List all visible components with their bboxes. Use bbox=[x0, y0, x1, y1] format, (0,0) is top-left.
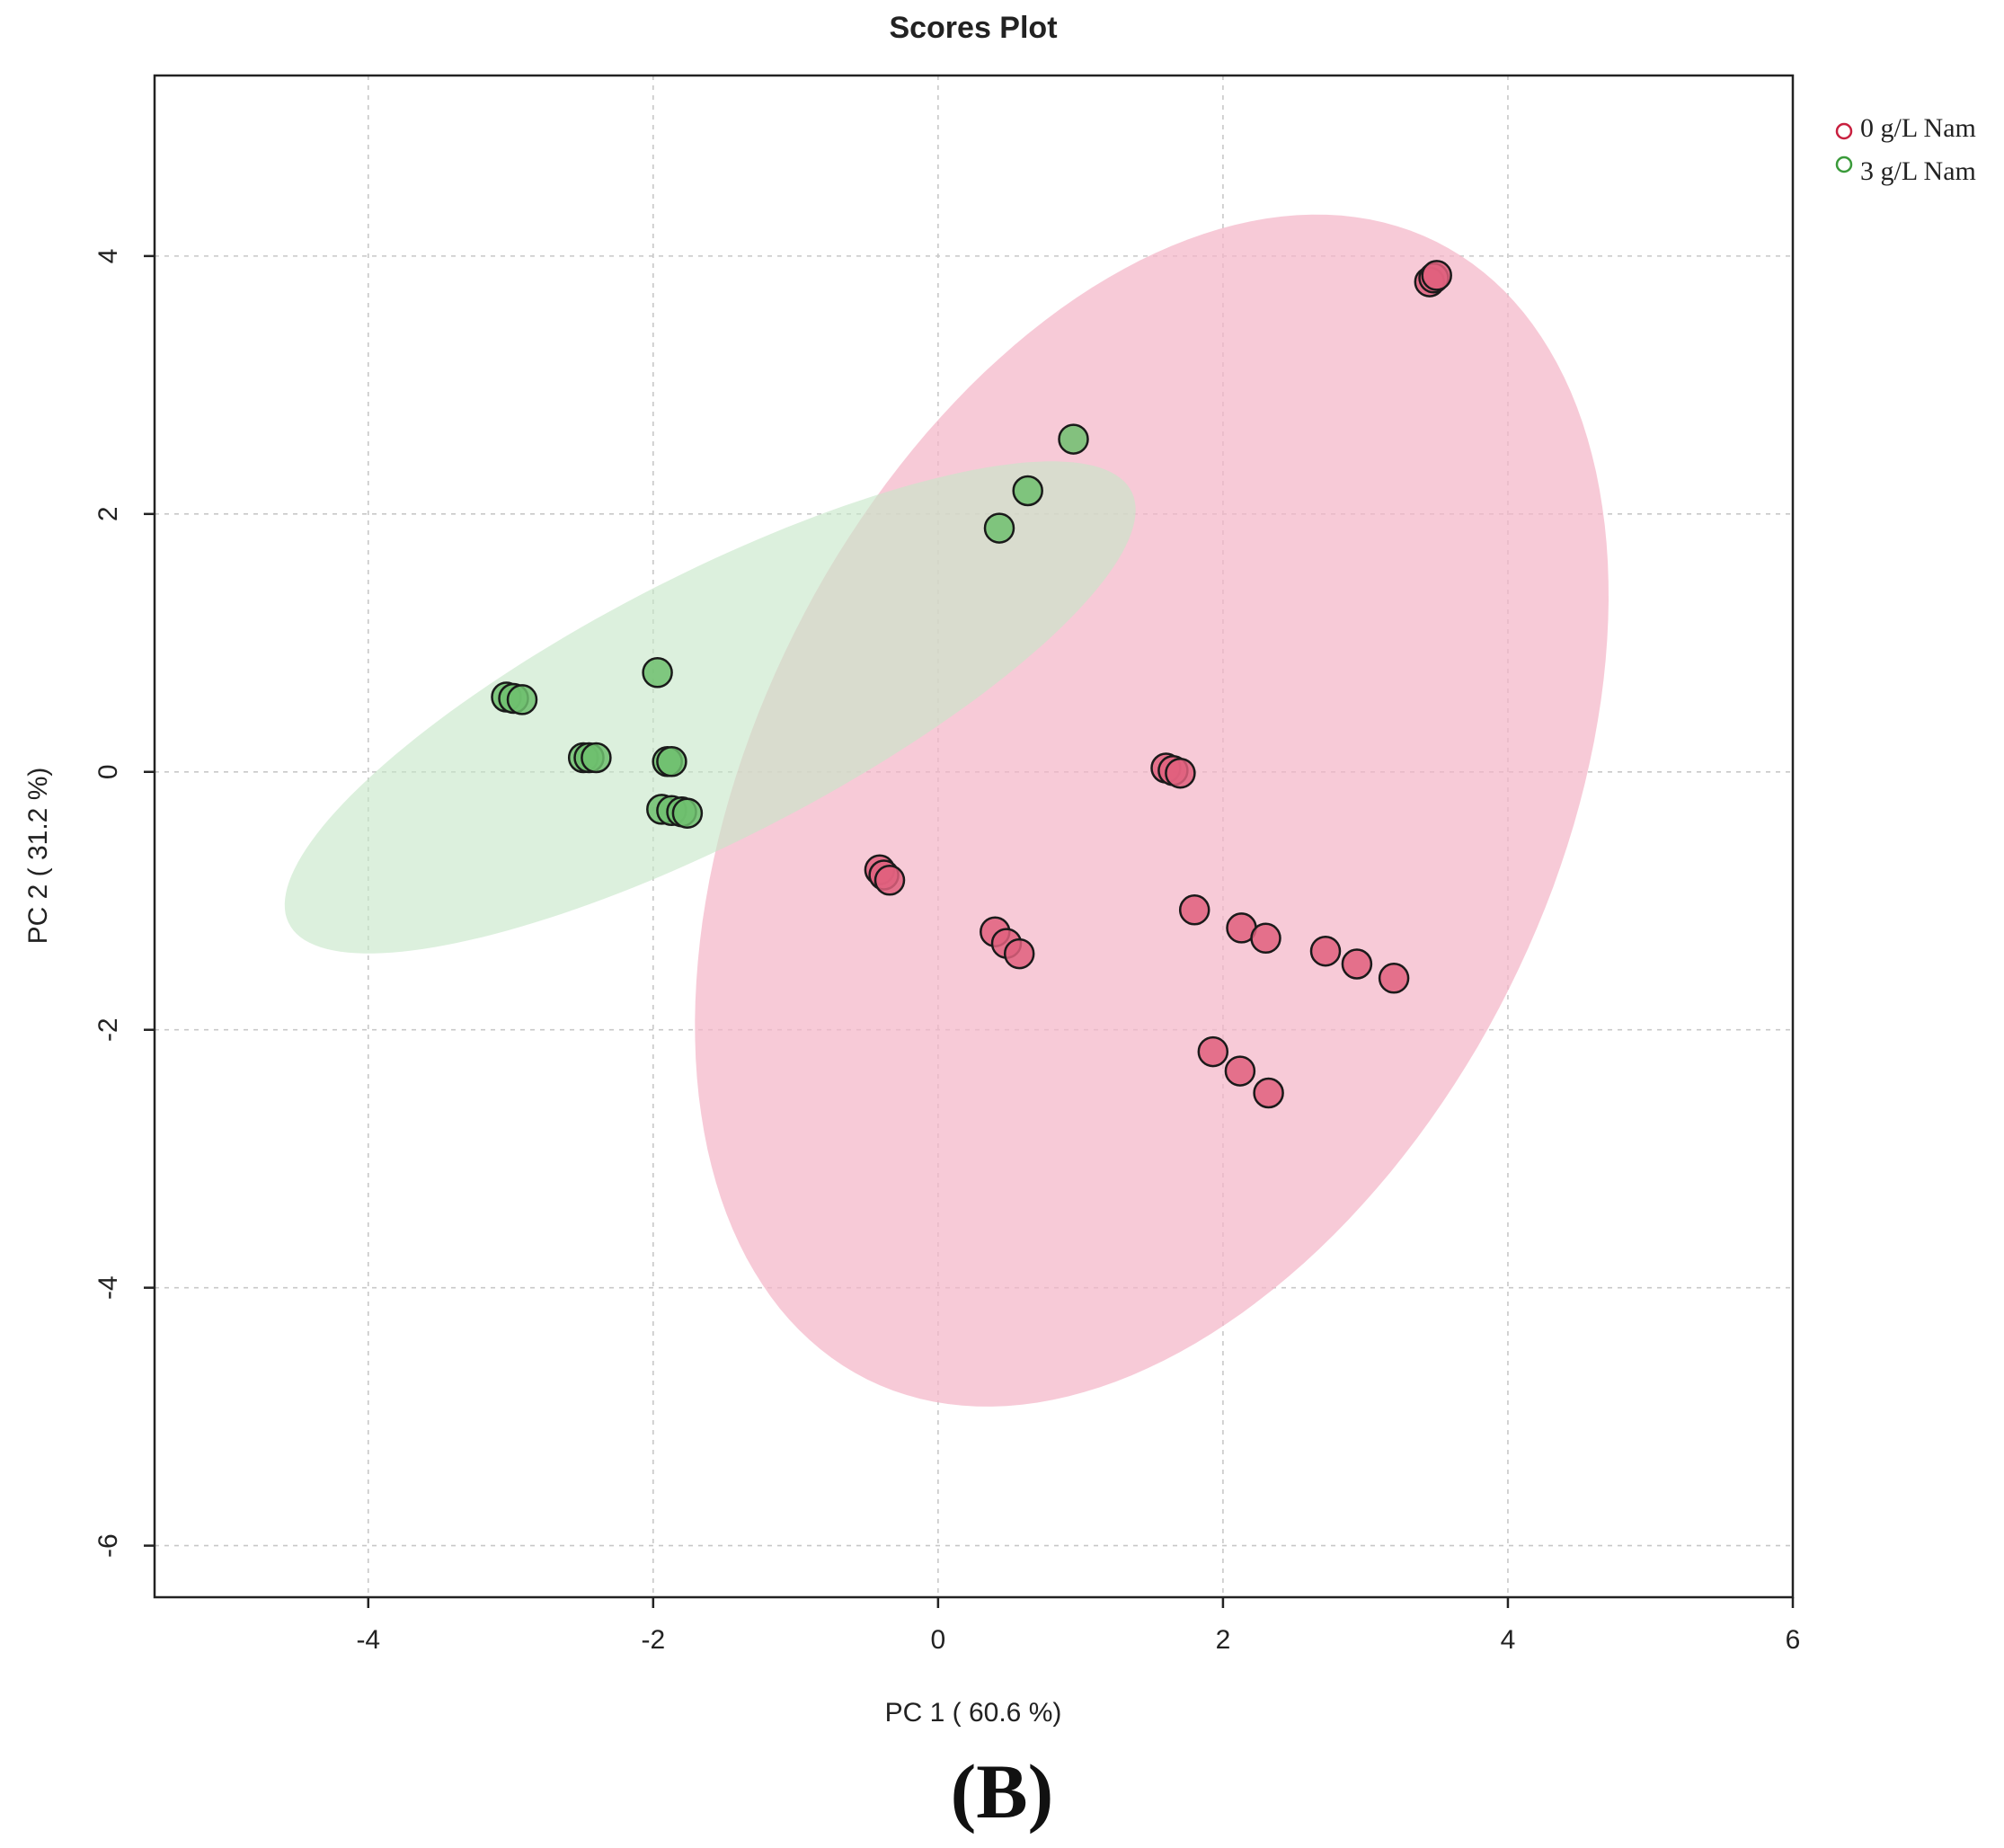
point-series-0 bbox=[1253, 1077, 1284, 1109]
point-series-0 bbox=[1003, 937, 1035, 970]
x-tick-label: 0 bbox=[931, 1625, 946, 1655]
axis-ticks bbox=[144, 254, 1795, 1608]
point-series-0 bbox=[1378, 963, 1410, 994]
legend-marker-0g bbox=[1835, 122, 1853, 140]
y-tick-label: 4 bbox=[93, 249, 123, 264]
legend-marker-3g bbox=[1835, 155, 1853, 173]
point-series-1 bbox=[642, 657, 673, 689]
point-series-1 bbox=[983, 512, 1015, 544]
point-series-0 bbox=[1309, 935, 1342, 967]
legend: 0 g/L Nam 3 g/L Nam bbox=[1835, 113, 1976, 186]
y-tick-label: -4 bbox=[93, 1275, 123, 1300]
panel-label: (B) bbox=[951, 1748, 1054, 1835]
x-tick-label: 2 bbox=[1216, 1625, 1231, 1655]
y-tick-label: -6 bbox=[93, 1533, 123, 1558]
data-points bbox=[491, 260, 1452, 1109]
point-series-0 bbox=[873, 865, 906, 896]
point-series-0 bbox=[1165, 757, 1196, 789]
point-series-1 bbox=[1012, 475, 1043, 507]
confidence-ellipses bbox=[284, 214, 1609, 1407]
point-series-1 bbox=[506, 684, 538, 715]
legend-label-0g: 0 g/L Nam bbox=[1860, 113, 1976, 143]
ellipse-series-0 bbox=[695, 214, 1609, 1407]
point-series-0 bbox=[1341, 948, 1373, 980]
y-tick-label: 0 bbox=[93, 764, 123, 779]
point-series-1 bbox=[581, 742, 612, 774]
x-tick-label: 6 bbox=[1786, 1625, 1801, 1655]
x-tick-label: -2 bbox=[641, 1625, 665, 1655]
y-axis-label: PC 2 ( 31.2 %) bbox=[23, 768, 53, 945]
ellipse-series-1 bbox=[284, 461, 1136, 954]
point-series-0 bbox=[1178, 894, 1210, 926]
x-tick-label: 4 bbox=[1501, 1625, 1516, 1655]
x-tick-label: -4 bbox=[356, 1625, 380, 1655]
y-tick-label: 2 bbox=[93, 506, 123, 521]
y-tick-label: -2 bbox=[93, 1017, 123, 1042]
plot-frame bbox=[153, 74, 1795, 1599]
point-series-0 bbox=[1421, 260, 1452, 291]
point-series-0 bbox=[1250, 922, 1281, 955]
point-series-1 bbox=[671, 797, 704, 829]
point-series-0 bbox=[1197, 1035, 1229, 1068]
chart-title: Scores Plot bbox=[889, 11, 1057, 45]
point-series-1 bbox=[656, 746, 687, 777]
point-series-0 bbox=[1224, 1055, 1256, 1087]
x-axis-label: PC 1 ( 60.6 %) bbox=[885, 1698, 1062, 1728]
legend-label-3g: 3 g/L Nam bbox=[1860, 156, 1976, 186]
point-series-1 bbox=[1058, 423, 1089, 455]
